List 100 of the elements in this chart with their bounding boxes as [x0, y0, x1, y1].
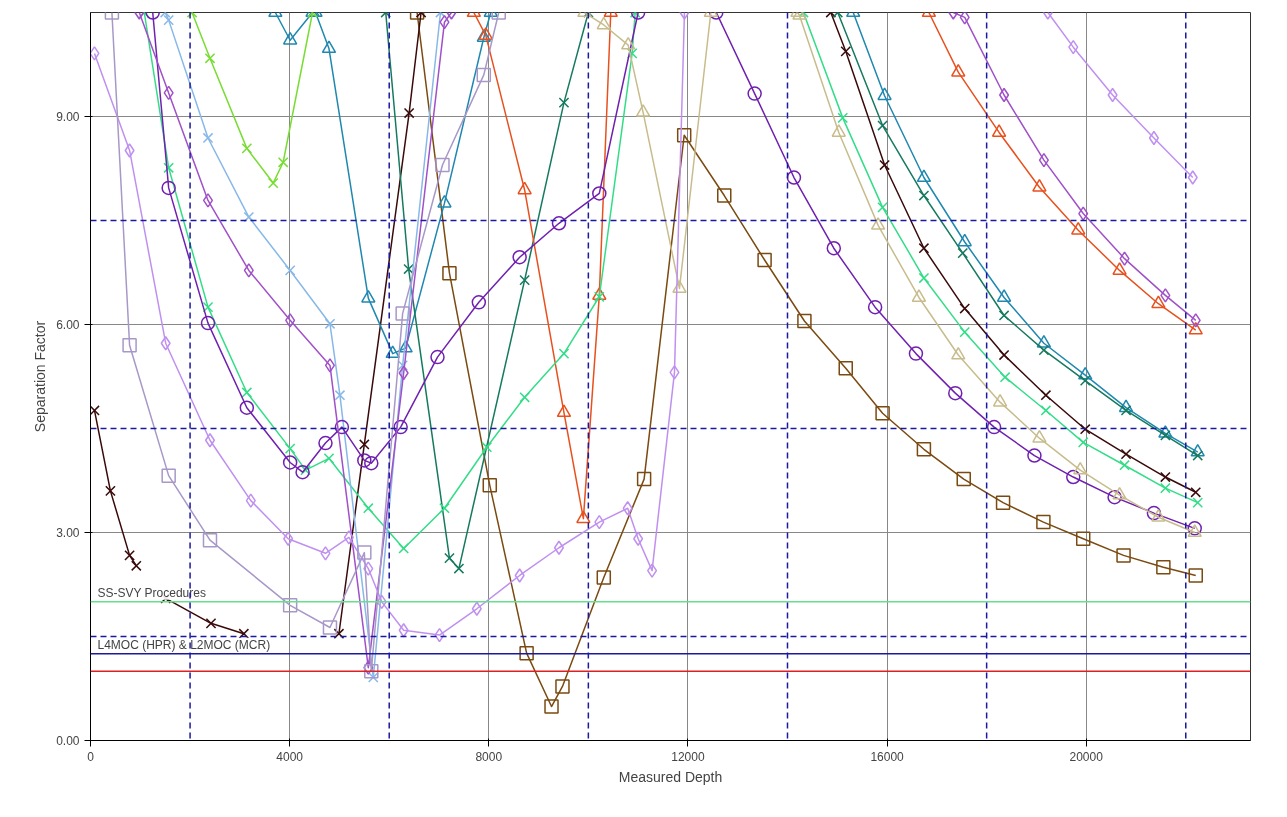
x-tick-label: 0 — [87, 749, 95, 764]
point — [1188, 568, 1203, 583]
point — [364, 455, 379, 471]
x-tick-label: 4000 — [276, 749, 304, 764]
point — [1107, 489, 1122, 505]
point — [105, 485, 116, 497]
point — [717, 188, 732, 203]
point — [959, 303, 971, 314]
point — [957, 247, 969, 259]
point — [1032, 429, 1047, 443]
point — [995, 495, 1011, 510]
x-axis-title: Measured Depth — [618, 768, 723, 785]
point — [161, 180, 176, 196]
point — [267, 177, 279, 189]
point — [124, 550, 135, 561]
point — [363, 660, 374, 675]
point — [1116, 548, 1131, 563]
point — [647, 563, 658, 578]
point — [124, 143, 135, 158]
ref-line-label: L4MOC (HPR) & L2MOC (MCR) — [97, 637, 271, 652]
point — [1040, 405, 1052, 416]
point — [986, 419, 1002, 435]
point — [996, 289, 1012, 302]
point — [482, 478, 498, 493]
point — [1040, 389, 1052, 401]
point — [877, 87, 892, 101]
point — [1036, 514, 1051, 530]
point — [757, 252, 772, 268]
point — [596, 570, 612, 585]
point — [1027, 448, 1042, 463]
point — [558, 348, 570, 359]
point — [130, 560, 142, 572]
point — [442, 265, 457, 281]
point — [320, 546, 331, 561]
y-tick-label: 9.00 — [56, 110, 80, 124]
point — [435, 157, 450, 173]
point — [1192, 450, 1204, 461]
point — [1112, 262, 1127, 275]
point — [1190, 313, 1201, 328]
point — [553, 540, 565, 555]
point — [592, 186, 607, 201]
point — [323, 452, 335, 464]
point — [334, 389, 346, 401]
point — [948, 385, 963, 401]
point — [1120, 448, 1132, 460]
point — [555, 679, 570, 694]
point — [283, 531, 294, 546]
point — [163, 162, 175, 174]
point — [1072, 461, 1088, 475]
point — [122, 338, 137, 353]
point — [956, 471, 971, 487]
point — [1077, 366, 1093, 380]
y-tick-label: 3.00 — [56, 526, 80, 540]
point — [1151, 295, 1166, 309]
point — [453, 563, 465, 574]
point — [1078, 206, 1089, 221]
point — [204, 433, 216, 448]
point — [840, 45, 852, 57]
point — [364, 663, 379, 679]
point — [205, 617, 217, 629]
point — [1038, 344, 1050, 356]
point — [1079, 423, 1091, 435]
point — [1160, 482, 1171, 494]
point — [998, 310, 1010, 321]
point — [1077, 437, 1089, 448]
y-axis-title: Separation Factor — [32, 320, 49, 433]
point — [998, 349, 1010, 361]
point — [471, 295, 487, 310]
point — [202, 193, 214, 208]
point — [1156, 559, 1171, 575]
point — [398, 339, 413, 353]
point — [321, 40, 337, 54]
point — [285, 313, 296, 328]
point — [838, 360, 853, 376]
point — [877, 201, 888, 213]
x-tick-label: 16000 — [870, 749, 905, 764]
point — [626, 48, 638, 59]
point — [1188, 321, 1203, 335]
point — [786, 170, 802, 185]
point — [1119, 459, 1130, 471]
point — [395, 306, 410, 321]
point — [916, 442, 932, 457]
point — [397, 360, 408, 371]
point — [519, 391, 530, 403]
point — [676, 127, 692, 143]
point — [908, 346, 924, 361]
point — [519, 274, 530, 286]
point — [282, 455, 298, 470]
point — [551, 216, 567, 231]
point — [1160, 288, 1171, 303]
point — [277, 156, 289, 168]
point — [90, 405, 100, 416]
point — [202, 301, 214, 313]
point — [284, 265, 296, 276]
point — [1158, 425, 1173, 438]
point — [439, 502, 450, 514]
point — [592, 287, 607, 300]
point — [870, 217, 886, 230]
point — [322, 620, 338, 635]
point — [385, 345, 400, 359]
